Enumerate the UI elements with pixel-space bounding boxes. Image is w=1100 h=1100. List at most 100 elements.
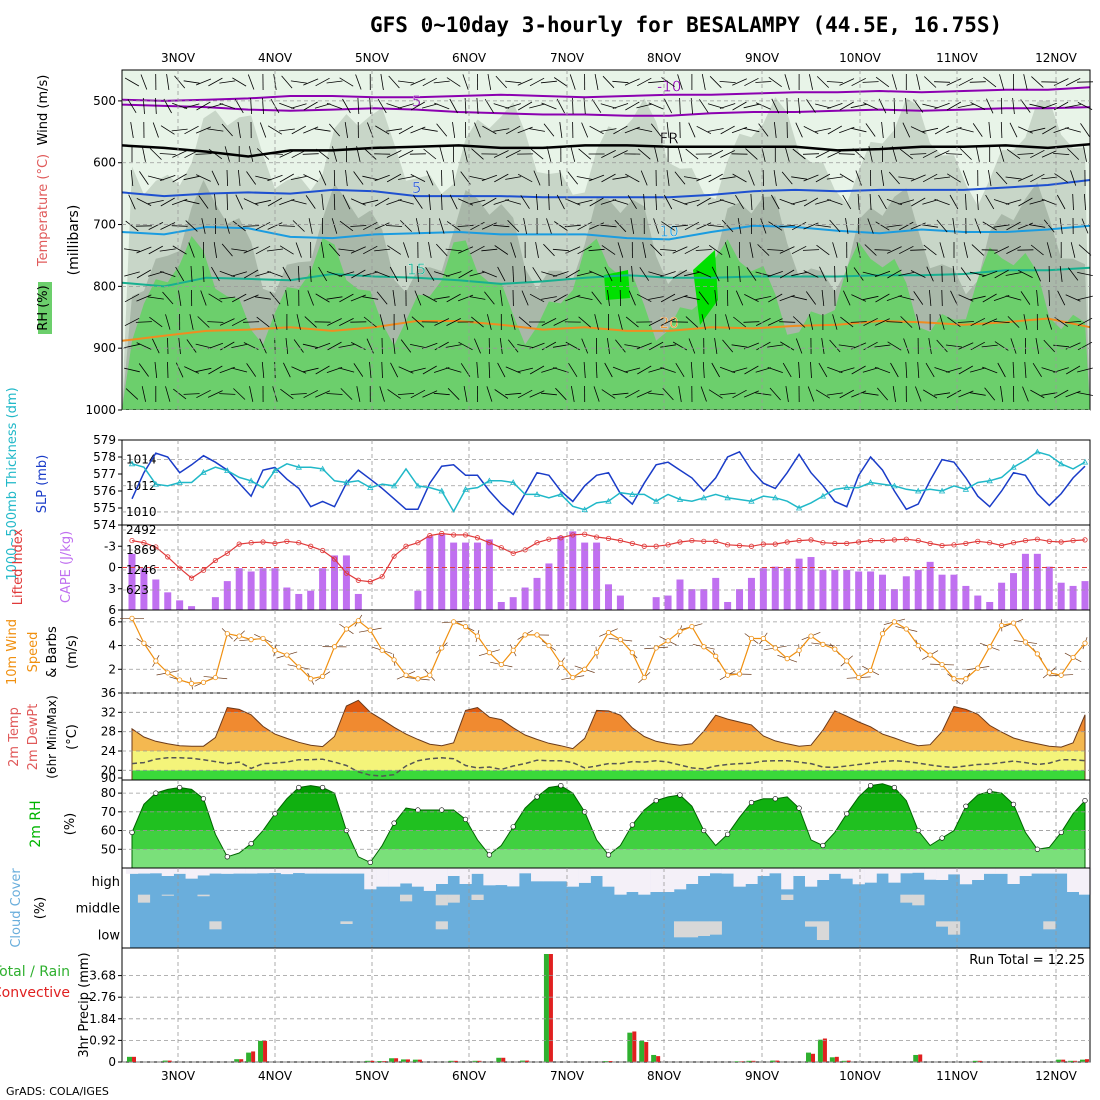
rh-point (891, 784, 898, 791)
wind-barb (805, 291, 817, 305)
rh-point (558, 783, 564, 789)
wind-barb (744, 77, 759, 87)
wind-barb (601, 245, 616, 255)
wind-barb (553, 318, 569, 326)
wind-barb (423, 148, 437, 160)
wind-barb (696, 125, 712, 135)
wind-barb (810, 361, 812, 379)
precip-total-bar (972, 1060, 978, 1062)
li-point (856, 539, 862, 545)
cape-bar (998, 582, 1006, 610)
li-point (308, 543, 314, 549)
pressure-tick-label: 1000 (85, 403, 116, 417)
wind-barb (875, 318, 890, 326)
rh-point (653, 797, 659, 804)
wind-barb (1012, 361, 1015, 379)
wind-speed-point (1010, 620, 1017, 626)
precip-total-bar (639, 1040, 645, 1062)
thickness-point (605, 497, 612, 504)
wind-barb (767, 318, 783, 326)
cloud-gap (1079, 868, 1092, 895)
wind-barb (1010, 338, 1017, 354)
rh-point (844, 811, 850, 817)
wind-barb (1053, 153, 1070, 155)
wind-barb (428, 193, 431, 211)
li-tick-label: 6 (108, 603, 116, 617)
wind-barb (175, 266, 185, 282)
wind-barb (438, 218, 445, 234)
wind-barb (476, 97, 479, 115)
wind-barb (733, 316, 747, 328)
wind-barb (850, 103, 867, 109)
wind-barb (1030, 173, 1045, 183)
wind-barb (984, 387, 996, 401)
wind-barb (660, 293, 676, 303)
wind-barb (471, 316, 484, 328)
rh-point (439, 807, 445, 813)
cloud-gap (685, 921, 699, 938)
wind-speed-point (260, 635, 266, 642)
cloud-gap (697, 921, 710, 936)
cloud-gap (709, 921, 722, 935)
wind-barb (795, 122, 803, 138)
wind-barb (433, 80, 450, 84)
rh-legend-swatch (38, 282, 52, 334)
wind-barb (517, 101, 533, 111)
wind-barb (1035, 338, 1040, 354)
wind-barb (595, 361, 598, 379)
chart-title: GFS 0~10day 3-hourly for BESALAMPY (44.5… (370, 13, 1002, 37)
wind-barb (524, 265, 527, 283)
wind-barb (755, 102, 771, 110)
cloud-gap (947, 921, 961, 935)
rh2m-label: 2m RH (28, 800, 44, 847)
wind-barb (482, 125, 497, 135)
temp-band (132, 700, 1085, 713)
li-point (319, 547, 326, 554)
wind-barb (672, 269, 688, 279)
wind-barb (600, 199, 617, 205)
cape-bar (1010, 573, 1018, 610)
li-point (177, 565, 183, 571)
wind-barb (624, 367, 641, 373)
wind-barb (970, 341, 985, 351)
wind-barb (172, 150, 188, 158)
chart-layer: 3NOV3NOV4NOV4NOV5NOV5NOV6NOV6NOV7NOV7NOV… (0, 51, 1094, 1083)
cloud-gap (852, 868, 865, 885)
li-point (415, 540, 421, 546)
wind-barb (172, 173, 187, 183)
wind-barb (554, 221, 568, 231)
wind-speed-point (951, 676, 957, 682)
wind-barb (124, 293, 140, 303)
wind-barb (405, 265, 407, 283)
wind-barb (231, 317, 247, 327)
cape-bar (700, 589, 708, 610)
wind-barb (195, 343, 212, 349)
wind-barb (719, 392, 736, 396)
wind-barb (779, 224, 796, 228)
cape-bar (283, 587, 291, 610)
wind-barb (994, 269, 1009, 279)
wind-barb (400, 220, 412, 232)
wind-barb (577, 221, 592, 231)
wind-barb (755, 367, 772, 373)
cloud-gap (781, 894, 794, 900)
precip-total-bar (806, 1052, 812, 1062)
wind-barb (302, 343, 319, 349)
precip-conv-bar (417, 1059, 422, 1062)
isotherm-label: 15 (407, 261, 426, 279)
wind-barb (208, 77, 223, 87)
cloud-gap (221, 868, 234, 874)
wind-barb (767, 344, 784, 348)
wind-barb (719, 103, 736, 109)
wind-barb (745, 148, 758, 160)
wind-barb (321, 193, 324, 211)
wind-barb (662, 387, 674, 401)
wind-barb (195, 126, 211, 134)
wind-barb (699, 99, 709, 113)
cape-bar (533, 577, 541, 610)
wind-barb (469, 271, 486, 277)
cloud-gap (816, 868, 830, 880)
wind-barb (601, 150, 616, 158)
wind-speed-point (772, 645, 778, 651)
